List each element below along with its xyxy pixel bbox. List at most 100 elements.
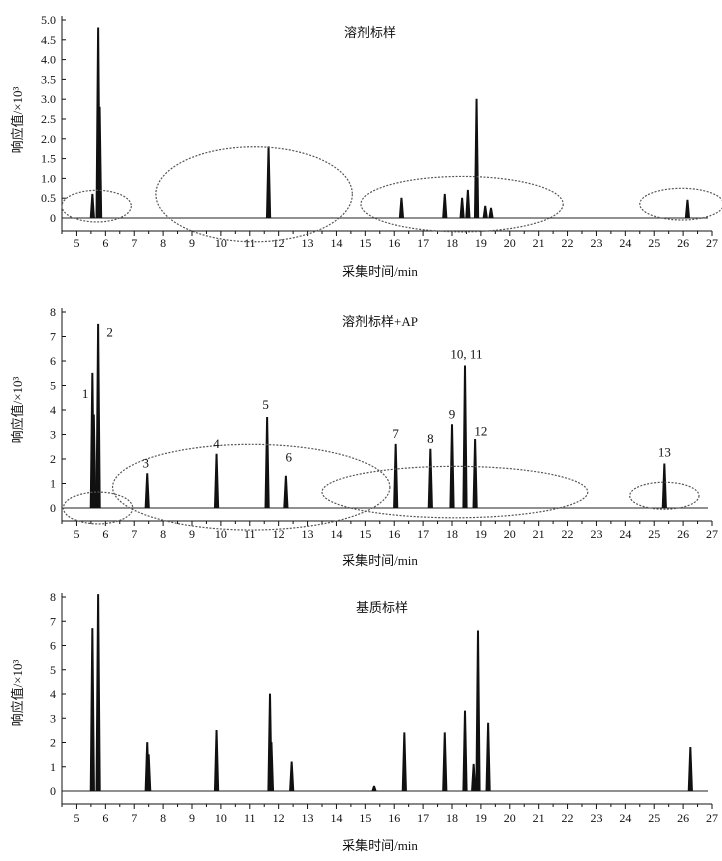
chromatogram-peak xyxy=(95,323,101,509)
chromatogram-peak xyxy=(89,628,95,792)
chromatogram-peak xyxy=(144,473,150,509)
panel-title: 溶剂标样+AP xyxy=(342,314,418,329)
y-tick-label: 0 xyxy=(50,501,56,515)
y-tick-label: 1 xyxy=(50,477,56,491)
x-tick-label: 11 xyxy=(244,811,256,825)
x-tick-label: 7 xyxy=(131,527,137,541)
chromatogram-peak xyxy=(91,414,97,509)
x-tick-label: 24 xyxy=(619,527,631,541)
y-tick-label: 3 xyxy=(50,428,56,442)
y-tick-label: 0.5 xyxy=(41,191,56,205)
chromatogram-peak xyxy=(488,207,494,219)
x-tick-label: 25 xyxy=(648,811,660,825)
chromatogram-peak xyxy=(442,732,448,792)
y-axis-label: 响应值/×10³ xyxy=(10,376,25,443)
y-tick-label: 7 xyxy=(50,330,56,344)
chromatogram-peak xyxy=(462,365,468,509)
peak-label: 13 xyxy=(658,445,671,460)
y-tick-label: 5 xyxy=(50,663,56,677)
y-tick-label: 6 xyxy=(50,639,56,653)
panel-title: 基质标样 xyxy=(356,600,408,615)
x-axis-label: 采集时间/min xyxy=(342,838,418,853)
y-tick-label: 5.0 xyxy=(41,13,56,27)
chromatogram-peak xyxy=(465,189,471,219)
x-tick-label: 20 xyxy=(504,236,516,250)
chromatogram-peak xyxy=(459,197,465,219)
y-axis-label: 响应值/×10³ xyxy=(10,659,25,726)
y-tick-label: 1 xyxy=(50,760,56,774)
y-tick-label: 4 xyxy=(50,687,56,701)
y-tick-label: 8 xyxy=(50,305,56,319)
x-tick-label: 27 xyxy=(706,236,718,250)
y-tick-label: 3.5 xyxy=(41,72,56,86)
x-tick-label: 23 xyxy=(590,236,602,250)
y-tick-label: 1.0 xyxy=(41,171,56,185)
chromatogram-peak xyxy=(485,722,491,792)
chromatogram-peak xyxy=(475,630,481,792)
highlight-ellipse xyxy=(155,146,353,243)
chromatogram-peak xyxy=(684,199,691,219)
x-tick-label: 8 xyxy=(160,236,166,250)
peak-label: 5 xyxy=(262,397,269,412)
highlight-ellipse xyxy=(360,175,564,233)
chromatogram-peak xyxy=(471,763,477,792)
chromatogram-peak xyxy=(213,453,220,509)
y-tick-label: 2 xyxy=(50,736,56,750)
highlight-ellipse xyxy=(111,443,391,531)
x-tick-label: 22 xyxy=(562,236,574,250)
x-tick-label: 18 xyxy=(446,236,458,250)
x-tick-label: 23 xyxy=(590,527,602,541)
x-tick-label: 9 xyxy=(189,236,195,250)
chromatogram-peak xyxy=(427,448,433,509)
x-tick-label: 20 xyxy=(504,527,516,541)
chromatogram-peak xyxy=(482,205,488,219)
y-axis-label: 响应值/×10³ xyxy=(10,86,25,153)
x-tick-label: 14 xyxy=(330,527,342,541)
x-tick-label: 22 xyxy=(562,527,574,541)
x-tick-label: 21 xyxy=(533,236,545,250)
x-tick-label: 26 xyxy=(677,811,689,825)
x-tick-label: 14 xyxy=(330,811,342,825)
y-tick-label: 2 xyxy=(50,452,56,466)
y-tick-label: 4 xyxy=(50,403,56,417)
x-tick-label: 15 xyxy=(359,236,371,250)
x-tick-label: 25 xyxy=(648,527,660,541)
peak-label: 10, 11 xyxy=(450,347,482,362)
x-tick-label: 17 xyxy=(417,811,429,825)
y-tick-label: 7 xyxy=(50,614,56,628)
y-tick-label: 1.5 xyxy=(41,152,56,166)
x-tick-label: 24 xyxy=(619,811,631,825)
y-tick-label: 2.0 xyxy=(41,132,56,146)
chromatogram-peak xyxy=(462,710,468,792)
chromatogram-peak xyxy=(289,761,295,792)
x-tick-label: 13 xyxy=(302,811,314,825)
peak-label: 4 xyxy=(213,436,220,451)
x-axis-label: 采集时间/min xyxy=(342,553,418,568)
x-tick-label: 11 xyxy=(244,236,256,250)
x-tick-label: 20 xyxy=(504,811,516,825)
x-tick-label: 26 xyxy=(677,236,689,250)
peak-label: 2 xyxy=(106,325,113,340)
panel-title: 溶剂标样 xyxy=(344,25,396,40)
chromatogram-peak xyxy=(283,475,289,509)
x-tick-label: 19 xyxy=(475,811,487,825)
x-tick-label: 16 xyxy=(388,527,400,541)
x-tick-label: 5 xyxy=(73,811,79,825)
x-tick-label: 7 xyxy=(131,236,137,250)
peak-label: 12 xyxy=(474,424,487,439)
x-tick-label: 11 xyxy=(244,527,256,541)
chromatogram-peak xyxy=(268,742,275,792)
x-tick-label: 12 xyxy=(273,527,285,541)
highlight-ellipse xyxy=(62,491,134,525)
chromatogram-peak xyxy=(213,729,220,792)
x-tick-label: 12 xyxy=(273,236,285,250)
x-tick-label: 21 xyxy=(533,811,545,825)
y-tick-label: 6 xyxy=(50,354,56,368)
x-tick-label: 23 xyxy=(590,811,602,825)
x-tick-label: 27 xyxy=(706,527,718,541)
highlight-ellipse xyxy=(629,481,700,510)
x-tick-label: 25 xyxy=(648,236,660,250)
